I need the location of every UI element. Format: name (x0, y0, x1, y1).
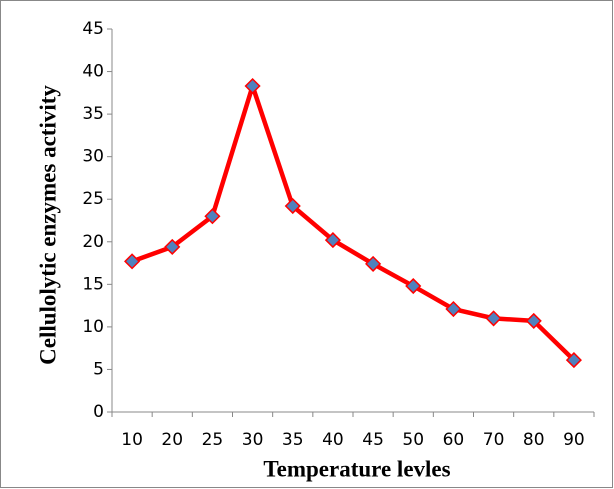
x-tick-label: 45 (362, 430, 384, 450)
marker (405, 277, 422, 295)
y-axis-title: Cellulolytic enzymes activity (35, 85, 60, 365)
x-tick-label: 80 (523, 430, 545, 450)
y-tick-label: 10 (82, 317, 104, 337)
marker (445, 300, 462, 318)
x-tick-label: 50 (402, 430, 424, 450)
marker (565, 352, 582, 369)
x-axis-title: Temperature levles (263, 456, 450, 481)
x-tick-label: 60 (443, 430, 465, 450)
x-tick-label: 30 (242, 430, 264, 450)
x-tick-label: 20 (161, 430, 183, 450)
marker (365, 255, 382, 272)
marker (204, 208, 221, 225)
y-tick-label: 15 (82, 274, 104, 294)
marker (124, 253, 141, 270)
y-tick-label: 25 (82, 189, 104, 209)
y-tick-label: 40 (82, 62, 104, 82)
marker (164, 238, 181, 255)
marker (525, 312, 542, 329)
x-tick-label: 90 (563, 430, 585, 450)
y-tick-label: 0 (93, 402, 104, 422)
marker (485, 310, 502, 327)
marker (244, 77, 261, 95)
y-tick-label: 5 (93, 359, 104, 379)
y-tick-label: 35 (82, 104, 104, 124)
marker (284, 197, 301, 215)
y-tick-label: 45 (82, 19, 104, 39)
marker (324, 232, 341, 249)
x-tick-label: 10 (121, 430, 143, 450)
x-tick-label: 40 (322, 430, 344, 450)
x-tick-label: 35 (282, 430, 304, 450)
x-tick-label: 70 (483, 430, 505, 450)
y-tick-label: 30 (82, 147, 104, 167)
y-tick-label: 20 (82, 232, 104, 252)
x-tick-label: 25 (202, 430, 224, 450)
